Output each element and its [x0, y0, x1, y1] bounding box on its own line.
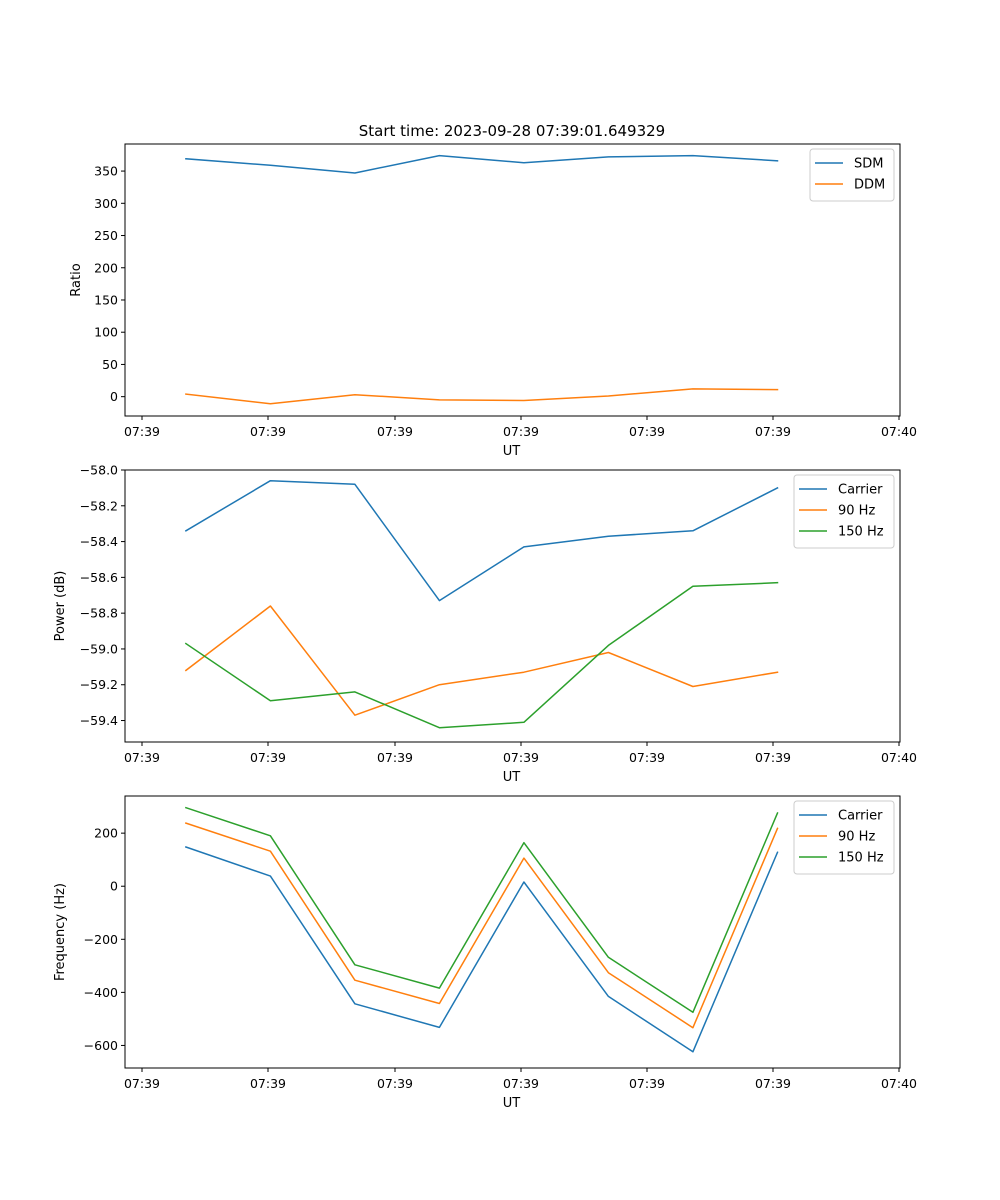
chart-panel-1: 0 50 100 150 200 250 300 350 07:39 07:39 07:39 07:3…: [69, 143, 917, 459]
x-tick-label: 07:39: [250, 1076, 286, 1091]
series-line-ddm: [185, 388, 779, 405]
y-tick-label: 100: [94, 325, 118, 340]
y-tick-label: −58.2: [80, 498, 118, 513]
x-tick-label: 07:39: [124, 1076, 160, 1091]
x-tick-label: 07:39: [755, 1076, 791, 1091]
series-line-90-hz: [184, 605, 779, 716]
x-tick-label: 07:40: [881, 750, 917, 765]
y-tick-label: −58.8: [80, 606, 118, 621]
y-tick-label: 300: [94, 196, 118, 211]
x-tick-label: 07:39: [755, 750, 791, 765]
legend-label-150-hz: 150 Hz: [838, 851, 884, 866]
y-tick-label: 350: [94, 164, 118, 179]
series-line-carrier: [184, 479, 779, 602]
y-tick-label: −59.0: [80, 641, 118, 656]
y-tick-label: 0: [110, 389, 118, 404]
x-tick-label: 07:39: [629, 750, 665, 765]
y-tick-label: −58.0: [80, 463, 118, 478]
chart-panel-2: −59.4 −59.2 −59.0 −58.8 −58.6 −58.4 −58.2 −58.0…: [53, 463, 917, 786]
x-tick-label: 07:40: [881, 424, 917, 439]
legend-box: [793, 800, 895, 875]
x-tick-label: 07:39: [503, 750, 539, 765]
x-tick-label: 07:39: [503, 1076, 539, 1091]
y-tick-label: 50: [102, 357, 118, 372]
y-tick-label: −600: [84, 1038, 118, 1053]
x-tick-label: 07:39: [377, 1076, 413, 1091]
series-line-150-hz: [184, 581, 779, 729]
x-axis-label: UT: [503, 770, 521, 785]
series-line-150-hz: [184, 806, 779, 1014]
series-line-90-hz: [184, 822, 779, 1029]
legend-box: [793, 474, 895, 549]
chart-panel-3: −600 −400 −200 0 200 07:39 07:39 07:39 07:39 07:3…: [53, 795, 917, 1111]
plot-frame: [124, 795, 901, 1069]
y-axis-label: Ratio: [69, 263, 84, 296]
x-tick-label: 07:40: [881, 1076, 917, 1091]
legend: Carrier 90 Hz 150 Hz: [793, 800, 895, 875]
x-tick-label: 07:39: [377, 424, 413, 439]
y-tick-label: 200: [94, 826, 118, 841]
x-tick-label: 07:39: [124, 750, 160, 765]
legend-label-carrier: Carrier: [838, 809, 883, 824]
y-tick-label: −400: [84, 985, 118, 1000]
y-tick-label: −59.2: [80, 677, 118, 692]
y-tick-label: 200: [94, 260, 118, 275]
y-tick-label: 250: [94, 228, 118, 243]
legend-label-ddm: DDM: [854, 178, 885, 193]
y-tick-label: 150: [94, 292, 118, 307]
y-axis-label: Frequency (Hz): [53, 883, 68, 981]
y-tick-label: −58.6: [80, 570, 118, 585]
legend-label-sdm: SDM: [854, 157, 883, 172]
x-tick-label: 07:39: [250, 424, 286, 439]
series-line-carrier: [184, 846, 779, 1053]
legend-label-90-hz: 90 Hz: [838, 504, 875, 519]
legend: SDM DDM: [809, 148, 895, 202]
y-tick-label: −58.4: [80, 534, 118, 549]
series-line-sdm: [185, 154, 779, 174]
y-axis-label: Power (dB): [53, 571, 68, 642]
y-tick-label: −59.4: [80, 713, 118, 728]
x-tick-label: 07:39: [124, 424, 160, 439]
legend-label-90-hz: 90 Hz: [838, 830, 875, 845]
plot-frame: [124, 469, 901, 743]
plot-frame: [124, 143, 901, 417]
x-tick-label: 07:39: [629, 424, 665, 439]
legend-label-carrier: Carrier: [838, 483, 883, 498]
legend-label-150-hz: 150 Hz: [838, 525, 884, 540]
x-tick-label: 07:39: [377, 750, 413, 765]
x-axis-label: UT: [503, 444, 521, 459]
legend: Carrier 90 Hz 150 Hz: [793, 474, 895, 549]
x-tick-label: 07:39: [755, 424, 791, 439]
y-tick-label: 0: [110, 879, 118, 894]
y-tick-label: −200: [84, 932, 118, 947]
chart-title: Start time: 2023-09-28 07:39:01.649329: [359, 122, 665, 140]
legend-box: [809, 148, 895, 202]
x-tick-label: 07:39: [503, 424, 539, 439]
x-axis-label: UT: [503, 1096, 521, 1111]
x-tick-label: 07:39: [250, 750, 286, 765]
x-tick-label: 07:39: [629, 1076, 665, 1091]
